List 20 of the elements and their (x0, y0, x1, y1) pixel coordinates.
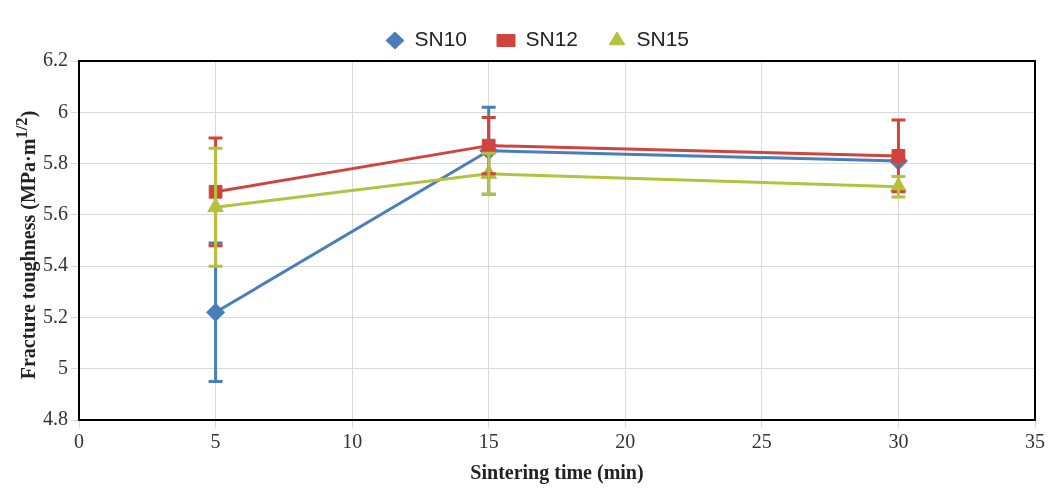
y-tick-label: 5.2 (43, 304, 68, 327)
x-tick-label: 10 (342, 430, 363, 453)
x-tick-label: 25 (751, 430, 772, 453)
legend-label: SN10 (414, 27, 467, 51)
y-tick-label: 6.2 (43, 48, 68, 71)
y-tick-label: 5 (58, 355, 68, 378)
y-tick-label: 5.6 (43, 202, 68, 225)
x-axis-title: Sintering time (min) (470, 461, 644, 485)
y-tick-label: 5.4 (43, 253, 68, 276)
x-tick-label: 15 (478, 430, 499, 453)
legend-label: SN15 (636, 27, 690, 51)
y-tick-label: 5.8 (43, 150, 68, 173)
x-tick-label: 0 (74, 430, 84, 453)
x-tick-label: 35 (1025, 430, 1045, 453)
y-tick-label: 4.8 (43, 407, 68, 430)
legend-label: SN12 (525, 27, 579, 51)
x-tick-label: 30 (888, 430, 909, 453)
x-tick-label: 20 (615, 430, 636, 453)
x-tick-label: 5 (210, 430, 221, 453)
y-tick-label: 6 (58, 99, 68, 122)
